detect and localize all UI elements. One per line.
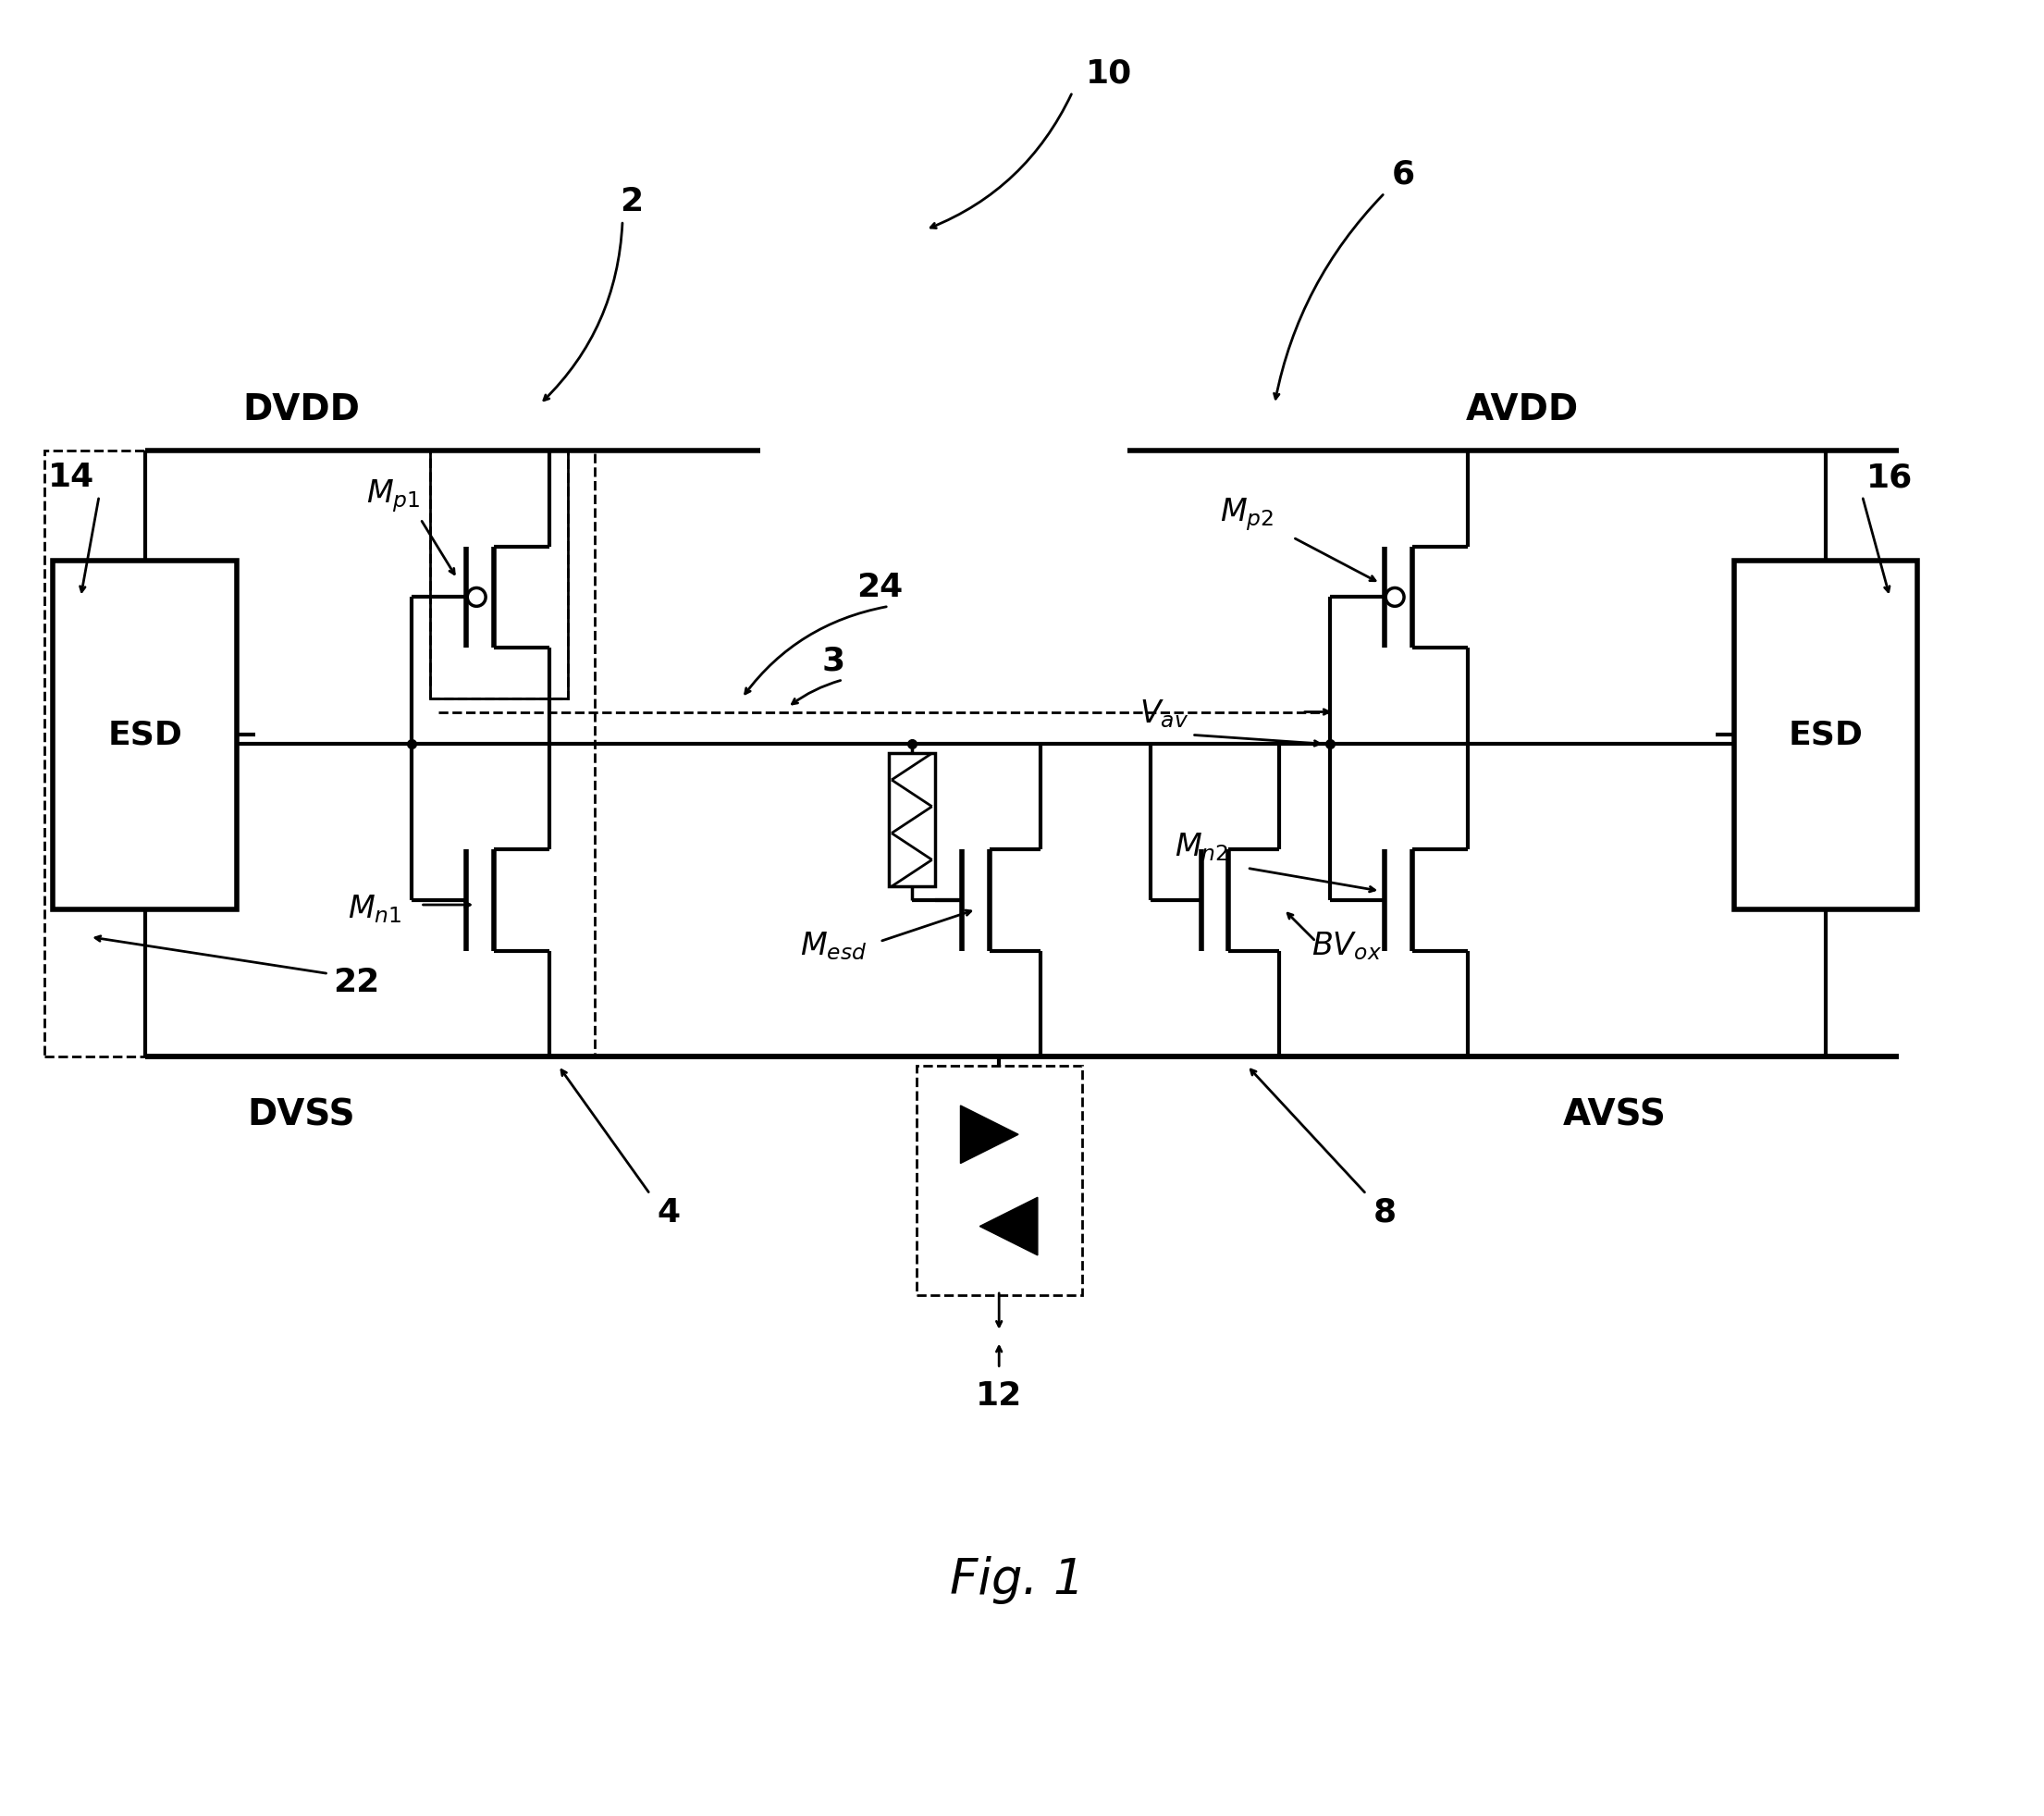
Text: $V_{av}$: $V_{av}$: [1141, 697, 1190, 730]
Text: Fig. 1: Fig. 1: [950, 1556, 1085, 1604]
Text: 10: 10: [1085, 58, 1132, 89]
Text: $M_{n2}$: $M_{n2}$: [1173, 832, 1228, 863]
Bar: [916, 1066, 1081, 1295]
Text: 8: 8: [1374, 1197, 1396, 1228]
Text: DVSS: DVSS: [247, 1097, 356, 1133]
Bar: [889, 754, 934, 886]
Text: 3: 3: [822, 646, 846, 677]
Text: 2: 2: [619, 187, 644, 218]
Text: 4: 4: [656, 1197, 681, 1228]
Text: $M_{p2}$: $M_{p2}$: [1220, 496, 1273, 532]
Text: 16: 16: [1866, 461, 1913, 494]
Bar: [53, 561, 237, 910]
Text: 24: 24: [856, 572, 903, 603]
Polygon shape: [979, 1197, 1038, 1255]
Text: AVSS: AVSS: [1562, 1097, 1666, 1133]
Bar: [429, 450, 568, 697]
Bar: [429, 450, 568, 697]
Text: $M_{esd}$: $M_{esd}$: [801, 930, 867, 962]
Text: $BV_{ox}$: $BV_{ox}$: [1312, 930, 1382, 962]
Bar: [45, 450, 595, 1057]
Text: 12: 12: [975, 1380, 1022, 1413]
Text: ESD: ESD: [1788, 719, 1862, 750]
Text: DVDD: DVDD: [243, 392, 360, 427]
Text: ESD: ESD: [108, 719, 182, 750]
Text: 22: 22: [333, 968, 380, 999]
Bar: [1733, 561, 1917, 910]
Text: 14: 14: [49, 461, 94, 494]
Text: 6: 6: [1392, 158, 1414, 191]
Text: AVDD: AVDD: [1466, 392, 1578, 427]
Text: $M_{p1}$: $M_{p1}$: [366, 478, 419, 514]
Text: $M_{n1}$: $M_{n1}$: [347, 893, 401, 926]
Polygon shape: [961, 1106, 1018, 1164]
